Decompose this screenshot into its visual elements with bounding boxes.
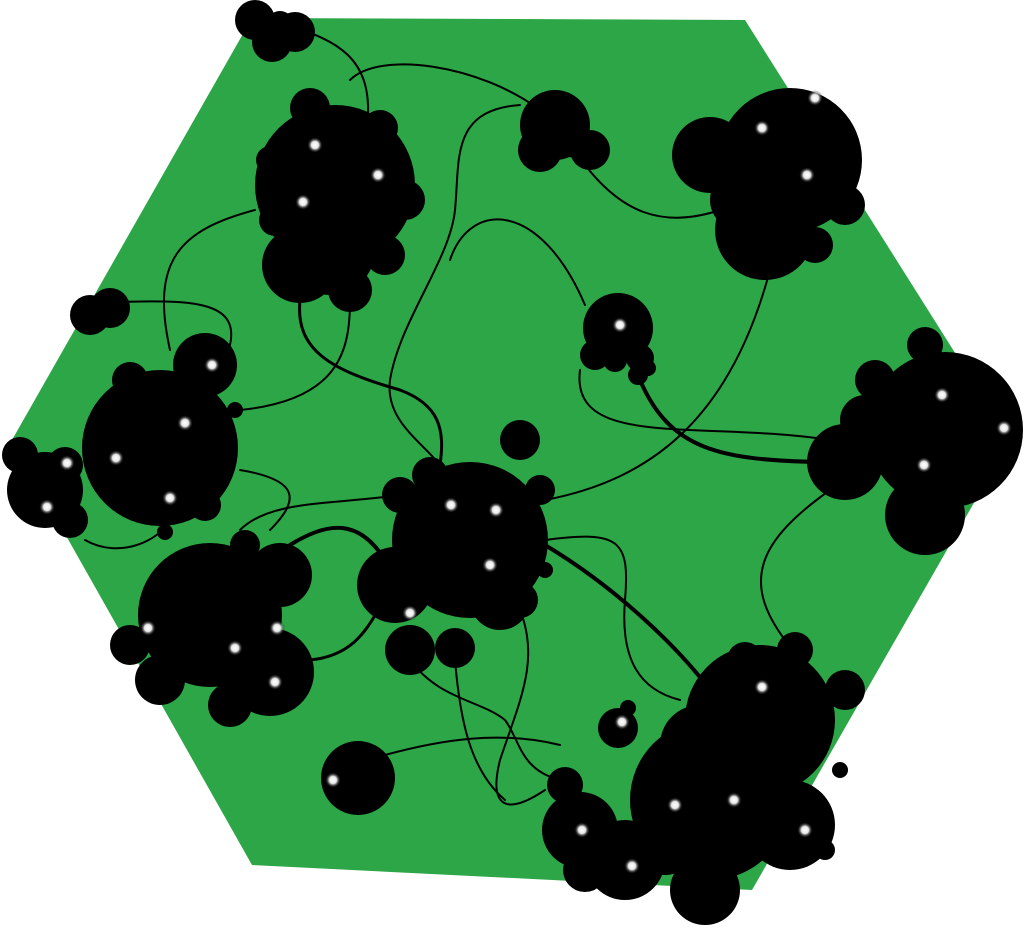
cluster-left-large[interactable] xyxy=(82,333,243,540)
cluster-bottom-single[interactable] xyxy=(321,741,395,815)
cluster-bottom-right[interactable] xyxy=(542,632,865,925)
node-markers xyxy=(39,90,1012,874)
cluster-top-left-small[interactable] xyxy=(235,0,315,62)
cluster-far-left[interactable] xyxy=(2,437,88,538)
cluster-left-small[interactable] xyxy=(70,288,130,335)
cluster-top-right[interactable] xyxy=(672,88,865,280)
cluster-center[interactable] xyxy=(357,420,555,675)
cluster-bottom-left[interactable] xyxy=(110,530,314,727)
cluster-right[interactable] xyxy=(807,327,1023,555)
cluster-top-center[interactable] xyxy=(518,90,610,172)
cluster-top-left-large[interactable] xyxy=(255,88,425,312)
